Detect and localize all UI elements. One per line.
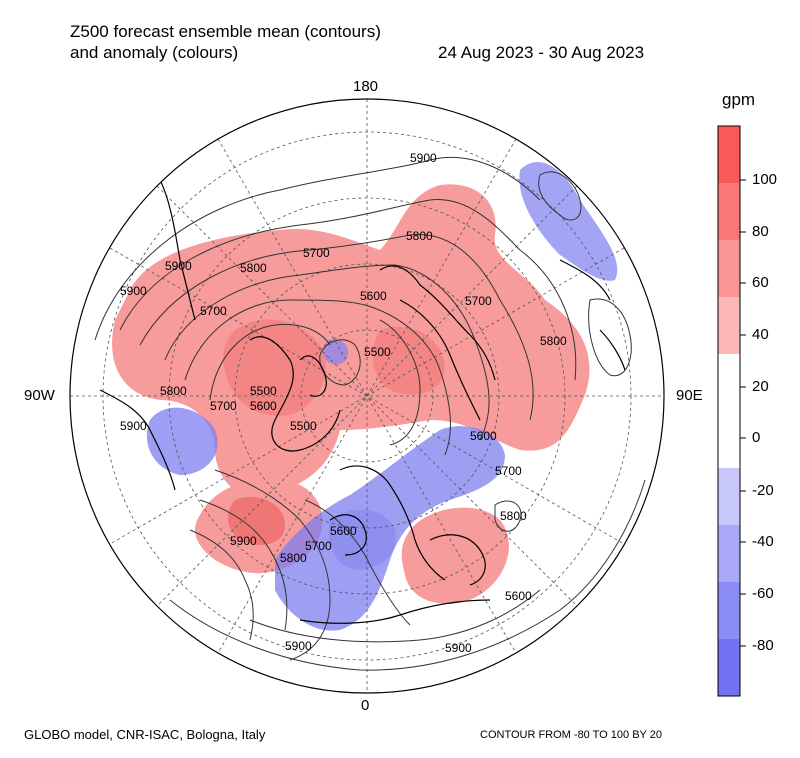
contour-label: 5800 (280, 551, 307, 565)
map-title-line-1: Z500 forecast ensemble mean (contours) (70, 22, 381, 41)
contour-labels: 5900 5800 5700 5600 5500 5900 5800 5700 … (120, 151, 567, 655)
contour-label: 5500 (250, 384, 277, 398)
contour-label: 5800 (500, 509, 527, 523)
colorbar-swatch (718, 468, 740, 525)
contour-label: 5900 (445, 641, 472, 655)
colorbar-swatch (718, 354, 740, 411)
contour-label: 5600 (470, 429, 497, 443)
colorbar-tick-label: 20 (752, 378, 769, 395)
contour-label: 5600 (360, 289, 387, 303)
colorbar-tick-label: 40 (752, 326, 769, 343)
contour-label: 5700 (200, 304, 227, 318)
contour-label: 5600 (505, 589, 532, 603)
contour-info: CONTOUR FROM -80 TO 100 BY 20 (480, 729, 662, 741)
colorbar-swatch (718, 183, 740, 240)
colorbar-tick-label: -80 (752, 637, 774, 654)
colorbar-tick-label: 100 (752, 171, 778, 188)
date-range: 24 Aug 2023 - 30 Aug 2023 (438, 43, 645, 62)
contour-label: 5700 (495, 464, 522, 478)
height-contours (94, 156, 646, 671)
contour-label: 5900 (410, 151, 437, 165)
contour-label: 5700 (305, 539, 332, 553)
colorbar-tick-label: -40 (752, 533, 774, 550)
colorbar-tick-label: 80 (752, 223, 769, 240)
longitude-label-top: 180 (353, 78, 379, 95)
positive-anomaly-field (112, 184, 590, 604)
longitude-label-left: 90W (24, 387, 55, 404)
colorbar-swatch (718, 525, 740, 582)
contour-label: 5800 (540, 334, 567, 348)
contour-label: 5900 (285, 639, 312, 653)
colorbar-swatch (718, 240, 740, 297)
contour-label: 5800 (160, 384, 187, 398)
contour-label: 5600 (250, 399, 277, 413)
contour-label: 5900 (120, 284, 147, 298)
colorbar-tick-label: 60 (752, 274, 769, 291)
contour-label: 5500 (290, 419, 317, 433)
colorbar-tick-label: 0 (752, 429, 761, 446)
contour-label: 5800 (406, 229, 433, 243)
colorbar-swatch (718, 582, 740, 639)
contour-label: 5700 (465, 294, 492, 308)
colorbar-swatch (718, 639, 740, 696)
contour-label: 5900 (120, 419, 147, 433)
colorbar-tick-label: -20 (752, 482, 774, 499)
contour-label: 5800 (240, 261, 267, 275)
contour-label: 5700 (210, 399, 237, 413)
contour-label: 5900 (165, 259, 192, 273)
colorbar-tick-label: -60 (752, 585, 774, 602)
longitude-label-right: 90E (676, 387, 703, 404)
coastlines (99, 179, 626, 624)
longitude-label-bottom: 0 (361, 697, 370, 714)
map-boundary (69, 98, 665, 694)
contour-label: 5500 (364, 345, 391, 359)
colorbar-swatch (718, 126, 740, 183)
colorbar-swatch (718, 411, 740, 468)
contour-label: 5600 (330, 524, 357, 538)
colorbar-unit: gpm (722, 90, 756, 109)
graticule (70, 99, 664, 693)
contour-label: 5900 (230, 534, 257, 548)
colorbar-swatch (718, 297, 740, 354)
contour-label: 5700 (303, 246, 330, 260)
model-credit: GLOBO model, CNR-ISAC, Bologna, Italy (24, 727, 266, 742)
map-title-line-2: and anomaly (colours) (70, 43, 239, 62)
